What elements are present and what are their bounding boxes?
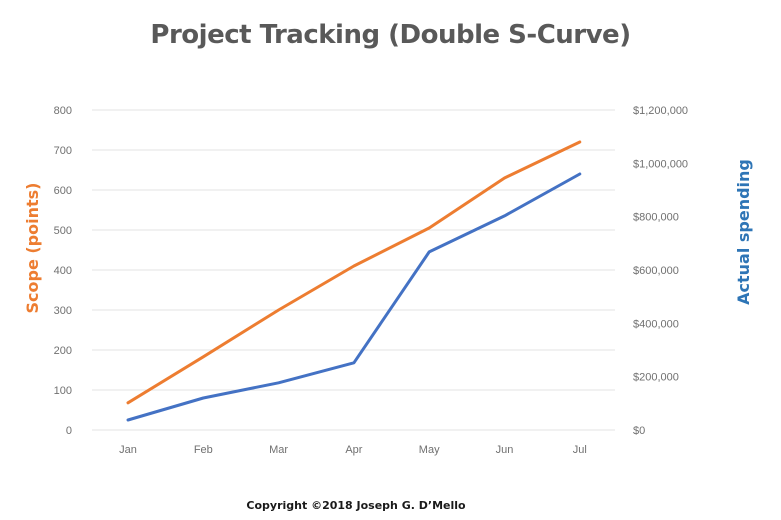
series-line (126, 172, 582, 422)
right-tick-label: $0 (633, 425, 645, 437)
left-tick-label: 0 (66, 425, 72, 437)
left-tick-label: 300 (54, 305, 72, 317)
left-tick-label: 800 (54, 105, 72, 117)
left-tick-label: 700 (54, 145, 72, 157)
x-tick-label: Jan (119, 444, 137, 456)
left-axis-title: Scope (points) (23, 183, 42, 314)
left-tick-label: 600 (54, 185, 72, 197)
right-tick-label: $200,000 (633, 372, 679, 384)
left-tick-label: 400 (54, 265, 72, 277)
x-tick-label: Jun (496, 444, 514, 456)
x-tick-label: Feb (194, 444, 213, 456)
series-lines (126, 140, 582, 422)
series-line (126, 140, 582, 405)
x-tick-label: May (419, 444, 440, 456)
x-tick-label: Mar (269, 444, 288, 456)
right-tick-label: $1,200,000 (633, 105, 688, 117)
left-tick-label: 100 (54, 385, 72, 397)
x-tick-label: Apr (345, 444, 362, 456)
x-tick-label: Jul (573, 444, 587, 456)
right-tick-label: $600,000 (633, 265, 679, 277)
x-axis-ticks: Jan Feb Mar Apr May Jun Jul (119, 444, 587, 456)
right-axis-title: Actual spending (734, 159, 753, 305)
right-tick-label: $1,000,000 (633, 158, 688, 170)
left-tick-label: 500 (54, 225, 72, 237)
gridlines (92, 109, 615, 431)
right-tick-label: $400,000 (633, 318, 679, 330)
chart-title: Project Tracking (Double S-Curve) (150, 20, 631, 50)
right-tick-label: $800,000 (633, 212, 679, 224)
left-tick-label: 200 (54, 345, 72, 357)
left-axis-ticks: 0 100 200 300 400 500 600 700 800 (54, 105, 72, 437)
right-axis-ticks: $0 $200,000 $400,000 $600,000 $800,000 $1,000… (633, 105, 688, 437)
copyright-footer: Copyright ©2018 Joseph G. D’Mello (246, 499, 466, 512)
